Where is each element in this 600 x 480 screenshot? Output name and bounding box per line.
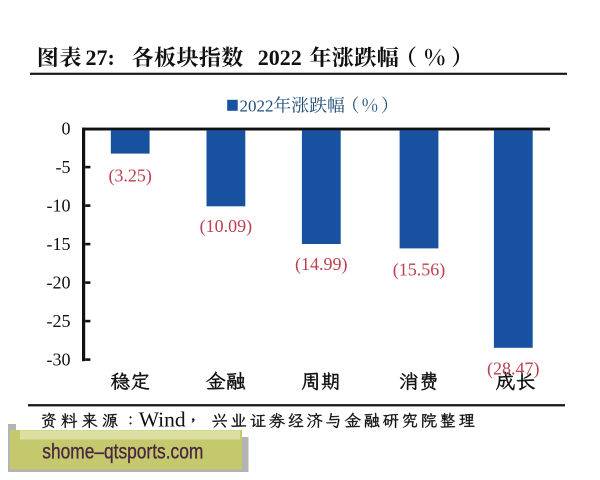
svg-text:-25: -25 (47, 311, 71, 331)
svg-text:-30: -30 (47, 349, 71, 369)
svg-text:(14.99): (14.99) (295, 254, 348, 275)
svg-text:2022: 2022 (240, 97, 274, 116)
svg-text:-15: -15 (47, 234, 71, 254)
svg-text:(10.09): (10.09) (200, 216, 253, 237)
svg-text:(15.56): (15.56) (393, 260, 446, 281)
svg-text:0: 0 (62, 118, 71, 138)
svg-text:(3.25): (3.25) (108, 166, 152, 187)
svg-text:-10: -10 (47, 195, 71, 215)
svg-text:27:: 27: (86, 45, 115, 70)
svg-text:(28.47): (28.47) (487, 359, 540, 380)
svg-text:-20: -20 (47, 272, 71, 292)
svg-text:-5: -5 (56, 157, 71, 177)
svg-text:Wind: Wind (139, 407, 186, 431)
svg-text:2022: 2022 (258, 45, 302, 70)
svg-text:shome–qtsports.com: shome–qtsports.com (42, 439, 203, 463)
